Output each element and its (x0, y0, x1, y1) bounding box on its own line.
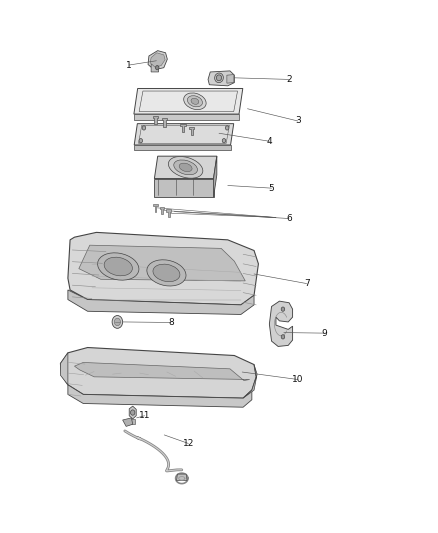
Circle shape (112, 316, 123, 328)
Polygon shape (134, 114, 239, 120)
Text: 7: 7 (304, 279, 310, 288)
Circle shape (281, 307, 285, 311)
Text: 9: 9 (321, 329, 327, 337)
Text: 1: 1 (126, 61, 132, 69)
Circle shape (222, 139, 226, 143)
Polygon shape (151, 64, 159, 72)
Circle shape (139, 139, 142, 143)
Text: 11: 11 (139, 411, 150, 420)
Ellipse shape (104, 257, 132, 276)
Text: 12: 12 (183, 439, 194, 448)
Polygon shape (214, 156, 217, 197)
Polygon shape (138, 125, 230, 143)
Polygon shape (154, 179, 214, 197)
Text: 3: 3 (295, 117, 301, 125)
Polygon shape (139, 91, 237, 111)
Polygon shape (68, 232, 258, 305)
Ellipse shape (216, 75, 222, 81)
Polygon shape (150, 53, 165, 67)
Polygon shape (60, 348, 256, 398)
Polygon shape (68, 385, 252, 407)
Polygon shape (60, 353, 68, 385)
Polygon shape (189, 127, 194, 135)
Ellipse shape (187, 96, 202, 107)
Ellipse shape (98, 253, 139, 280)
Text: 2: 2 (286, 75, 292, 84)
Circle shape (155, 66, 159, 70)
Polygon shape (153, 204, 158, 212)
Polygon shape (269, 301, 293, 346)
Polygon shape (134, 145, 230, 150)
Polygon shape (227, 75, 234, 83)
Ellipse shape (215, 73, 223, 83)
Polygon shape (129, 406, 136, 419)
Polygon shape (68, 290, 254, 314)
Polygon shape (166, 209, 171, 217)
Circle shape (142, 126, 146, 130)
Ellipse shape (147, 260, 186, 286)
Ellipse shape (174, 160, 198, 175)
Circle shape (226, 126, 229, 130)
Text: 8: 8 (168, 318, 174, 327)
Ellipse shape (179, 163, 192, 172)
Ellipse shape (191, 98, 199, 104)
Polygon shape (162, 118, 167, 127)
Polygon shape (134, 88, 243, 114)
Polygon shape (79, 245, 245, 281)
Polygon shape (153, 116, 158, 124)
Text: 5: 5 (268, 184, 275, 192)
Ellipse shape (184, 93, 206, 110)
Polygon shape (131, 419, 135, 424)
Polygon shape (148, 51, 167, 70)
Text: 6: 6 (286, 214, 292, 223)
Polygon shape (154, 156, 217, 179)
Circle shape (114, 318, 120, 326)
Text: 4: 4 (267, 137, 272, 146)
Text: 10: 10 (292, 375, 304, 384)
Polygon shape (180, 124, 186, 132)
Polygon shape (243, 365, 257, 398)
Polygon shape (74, 362, 250, 381)
Polygon shape (177, 474, 187, 481)
Polygon shape (134, 124, 234, 145)
Circle shape (281, 335, 285, 339)
Ellipse shape (153, 264, 180, 281)
Polygon shape (208, 71, 234, 86)
Circle shape (131, 410, 135, 415)
Polygon shape (123, 418, 133, 426)
Ellipse shape (168, 157, 203, 178)
Polygon shape (160, 207, 164, 214)
